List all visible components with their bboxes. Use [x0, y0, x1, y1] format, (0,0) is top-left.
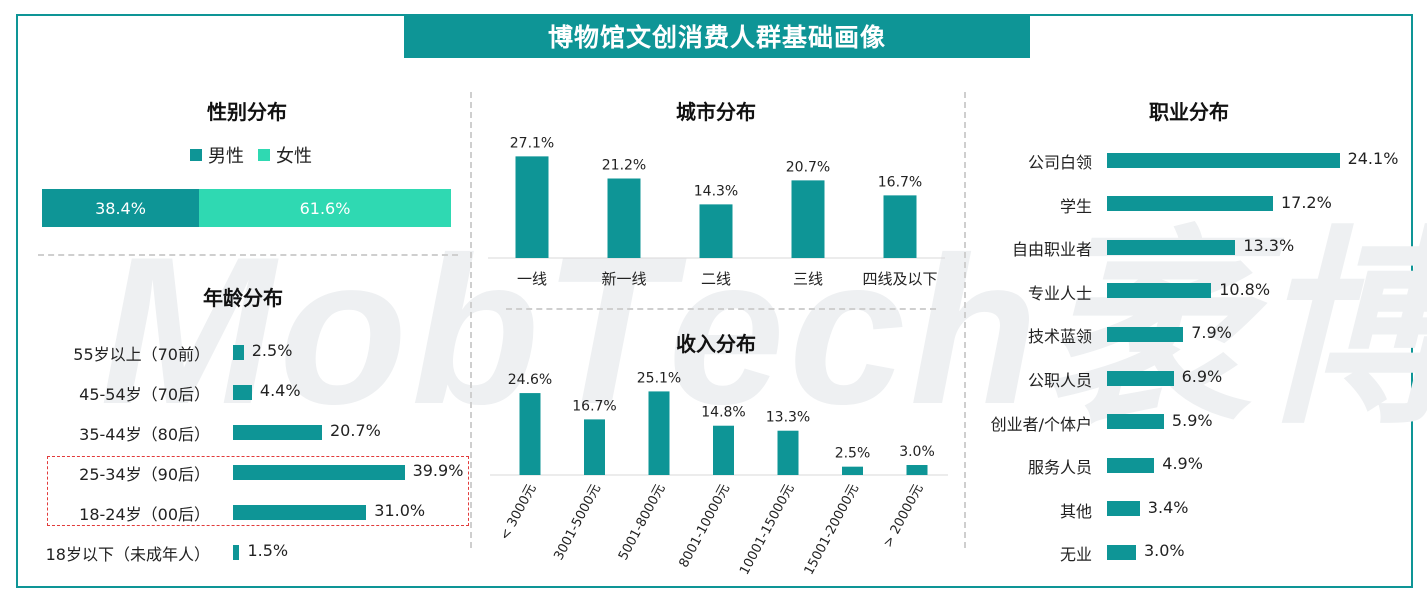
occupation-value-label: 3.0% [1143, 541, 1185, 561]
gender-female-value: 61.6% [299, 198, 351, 218]
occupation-value-label: 3.4% [1147, 497, 1189, 517]
occupation-title: 职业分布 [1149, 100, 1229, 124]
occupation-category-label: 技术蓝领 [1027, 327, 1092, 347]
occupation-category-label: 服务人员 [1027, 458, 1092, 478]
occupation-bar [1107, 414, 1164, 430]
occupation-category-label: 专业人士 [1027, 283, 1092, 303]
occupation-value-label: 10.8% [1219, 279, 1271, 299]
age-bar [233, 464, 405, 480]
age-category-label: 45-54岁（70后） [79, 385, 210, 404]
age-bar [233, 424, 322, 440]
occupation-bar [1107, 326, 1184, 342]
occupation-category-label: 自由职业者 [1011, 240, 1092, 260]
age-value-label: 39.9% [412, 461, 464, 480]
divider-gender-age [38, 254, 458, 256]
age-category-label: 25-34岁（90后） [79, 465, 210, 484]
occupation-category-label: 其他 [1059, 501, 1092, 521]
legend-label-female: 女性 [276, 146, 312, 167]
legend-swatch-female [258, 149, 270, 161]
age-bar [233, 344, 244, 360]
occupation-category-label: 创业者/个体户 [990, 414, 1092, 434]
occupation-value-label: 24.1% [1347, 149, 1399, 168]
occupation-bar [1107, 370, 1174, 386]
occupation-category-label: 学生 [1059, 196, 1092, 216]
occupation-value-label: 4.9% [1162, 454, 1203, 474]
age-value-label: 20.7% [330, 421, 381, 440]
occupation-bar [1107, 196, 1273, 212]
occupation-bar [1107, 501, 1140, 517]
occupation-category-label: 无业 [1059, 545, 1092, 565]
occupation-bar [1107, 152, 1340, 168]
legend-label-male: 男性 [208, 146, 244, 167]
gender-legend: 男性 女性 [190, 142, 312, 168]
occupation-bar [1107, 544, 1136, 560]
gender-title: 性别分布 [207, 100, 287, 124]
occupation-value-label: 17.2% [1280, 192, 1332, 212]
age-bar [233, 544, 240, 560]
age-value-label: 1.5% [247, 541, 289, 560]
divider-city-income [506, 308, 936, 310]
age-value-label: 4.4% [259, 381, 301, 400]
age-category-label: 18岁以下（未成年人） [45, 545, 210, 564]
age-category-label: 18-24岁（00后） [79, 505, 210, 524]
divider-right [964, 92, 966, 548]
age-highlight-box [47, 456, 469, 526]
occupation-bar [1107, 239, 1236, 255]
occupation-value-label: 13.3% [1243, 236, 1295, 256]
income-title: 收入分布 [676, 332, 756, 356]
occupation-value-label: 6.9% [1181, 367, 1223, 386]
divider-left [470, 92, 472, 548]
gender-male-value: 38.4% [95, 198, 146, 218]
age-title: 年龄分布 [203, 286, 283, 310]
age-value-label: 2.5% [251, 341, 293, 360]
page-title: 博物馆文创消费人群基础画像 [404, 14, 1030, 58]
age-bar [233, 504, 367, 520]
gender-bar-female: 61.6% [199, 189, 451, 227]
age-category-label: 55岁以上（70前） [73, 345, 210, 364]
occupation-bar [1107, 457, 1155, 473]
occupation-category-label: 公职人员 [1027, 371, 1092, 390]
age-value-label: 31.0% [374, 501, 426, 520]
occupation-value-label: 5.9% [1171, 410, 1213, 430]
legend-swatch-male [190, 149, 202, 161]
occupation-value-label: 7.9% [1191, 323, 1232, 343]
age-category-label: 35-44岁（80后） [79, 425, 210, 444]
occupation-bar [1107, 283, 1212, 299]
age-bar [233, 384, 252, 400]
city-title: 城市分布 [676, 100, 756, 124]
gender-bar-male: 38.4% [42, 189, 200, 227]
occupation-category-label: 公司白领 [1027, 153, 1092, 172]
